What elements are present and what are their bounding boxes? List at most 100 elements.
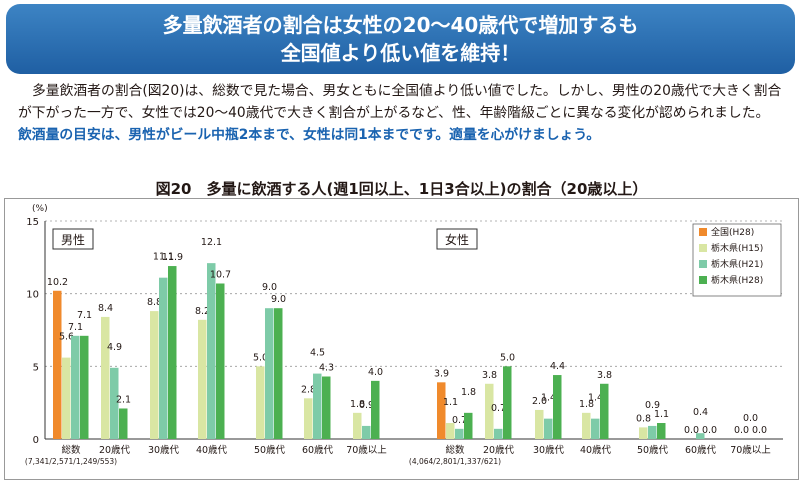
data-label: 5.0 — [253, 352, 268, 363]
x-tick-label: 20歳代 — [99, 444, 131, 456]
x-tick-label: 30歳代 — [533, 444, 565, 456]
bar — [503, 366, 512, 439]
y-tick-label: 10 — [26, 290, 39, 301]
bar — [553, 375, 562, 439]
bar — [80, 335, 89, 439]
data-label: 4.0 — [368, 367, 383, 378]
data-label: 1.4 — [541, 393, 556, 404]
data-label: 0.7 — [491, 403, 506, 414]
data-label: 9.0 — [262, 282, 277, 293]
bar — [216, 283, 225, 439]
headline-line2: 全国値より低い値を維持！ — [280, 41, 521, 65]
y-tick-label: 0 — [33, 435, 39, 446]
chart-title: 図20 多量に飲酒する人(週1回以上、1日3合以上)の割合（20歳以上） — [155, 180, 648, 198]
data-label: 2.1 — [116, 394, 131, 405]
data-label: 4.5 — [310, 348, 325, 359]
x-tick-label: 70歳以上 — [346, 444, 387, 456]
bar — [446, 423, 455, 439]
bar — [198, 319, 207, 439]
data-label: 8.2 — [195, 306, 210, 317]
data-label: 0.0 — [684, 425, 699, 436]
bar — [362, 425, 371, 439]
y-tick-label: 15 — [26, 217, 39, 228]
legend-swatch — [699, 260, 707, 268]
bar — [265, 308, 274, 439]
bar — [582, 412, 591, 439]
data-label: 0.4 — [693, 407, 708, 418]
bar — [256, 366, 265, 439]
x-tick-label: 40歳代 — [196, 444, 228, 456]
panel-label-box — [52, 228, 94, 250]
bar — [53, 290, 62, 439]
data-label: 1.8 — [461, 387, 476, 398]
x-tick-sublabel: (4,064/2,801/1,337/621) — [409, 457, 501, 466]
data-label: 0.0 — [752, 425, 767, 436]
bar — [455, 428, 464, 439]
data-label: 1.4 — [588, 393, 603, 404]
data-label: 4.4 — [550, 361, 565, 372]
data-label: 0.9 — [645, 400, 660, 411]
body-highlight: 飲酒量の目安は、男性がビール中瓶2本まで、女性は同1本までです。適量を心がけまし… — [18, 127, 601, 143]
bar — [485, 383, 494, 439]
legend-label: 栃木県(H15) — [711, 242, 763, 254]
bar — [600, 383, 609, 439]
data-label: 1.8 — [579, 399, 594, 410]
data-label: 3.8 — [597, 370, 612, 381]
legend-swatch — [699, 244, 707, 252]
bar — [544, 418, 553, 439]
bar — [494, 428, 503, 439]
bar — [437, 382, 446, 439]
panel-label: 女性 — [445, 232, 469, 247]
data-label: 3.9 — [434, 368, 449, 379]
bar — [639, 427, 648, 439]
x-tick-label: 20歳代 — [483, 444, 515, 456]
bar — [696, 433, 705, 439]
x-tick-sublabel: (7,341/2,571/1,249/553) — [25, 457, 117, 466]
data-label: 0.0 — [702, 425, 717, 436]
x-tick-label: 総数 — [61, 444, 81, 456]
bar — [304, 398, 313, 439]
x-tick-label: 総数 — [445, 444, 465, 456]
bar — [648, 425, 657, 439]
bar — [150, 311, 159, 439]
data-label: 5.6 — [59, 332, 74, 343]
bar — [322, 376, 331, 439]
data-label: 8.8 — [147, 297, 162, 308]
data-label: 3.8 — [482, 370, 497, 381]
bar — [101, 316, 110, 439]
data-label: 9.0 — [271, 294, 286, 305]
legend-swatch — [699, 228, 707, 236]
body-text: 多量飲酒者の割合(図20)は、総数で見た場合、男女ともに全国値より低い値でした。… — [18, 80, 790, 146]
legend-label: 栃木県(H28) — [711, 274, 763, 286]
data-label: 0.8 — [636, 413, 651, 424]
data-label: 7.1 — [68, 322, 83, 333]
bar — [159, 277, 168, 439]
chart-panel: (%) 0 5 10 15 男性 10.2 5.6 7.1 7.1 総数 (7,341/2,571/1… — [4, 198, 799, 480]
data-label: 4.3 — [319, 363, 334, 374]
bar — [657, 423, 666, 439]
bar — [353, 412, 362, 439]
headline-line1: 多量飲酒者の割合は女性の20～40歳代で増加するも — [162, 13, 639, 37]
bar — [274, 308, 283, 439]
x-tick-label: 60歳代 — [302, 444, 334, 456]
data-label: 12.1 — [201, 237, 222, 248]
legend-label: 栃木県(H21) — [711, 258, 763, 270]
data-label: 0.7 — [452, 415, 467, 426]
data-label: 0.0 — [734, 425, 749, 436]
bar — [119, 408, 128, 439]
x-tick-label: 40歳代 — [580, 444, 612, 456]
data-label: 1.1 — [654, 409, 669, 420]
bar — [71, 335, 80, 439]
bar-chart: (%)051015男性10.25.67.17.1総数(7,341/2,571/1… — [25, 204, 783, 466]
panel-label: 男性 — [61, 233, 85, 247]
panel-label-box — [436, 228, 478, 250]
data-label: 11.1 — [153, 252, 174, 263]
legend-swatch — [699, 276, 707, 284]
data-label: 7.1 — [77, 310, 92, 321]
headline-banner: 多量飲酒者の割合は女性の20～40歳代で増加するも 全国値より低い値を維持！ — [6, 4, 795, 74]
data-label: 2.0 — [532, 396, 547, 407]
data-label: 5.0 — [500, 352, 515, 363]
data-label: 1.1 — [443, 397, 458, 408]
y-axis-label: (%) — [32, 204, 48, 214]
body-paragraph: 多量飲酒者の割合(図20)は、総数で見た場合、男女ともに全国値より低い値でした。… — [18, 83, 782, 121]
